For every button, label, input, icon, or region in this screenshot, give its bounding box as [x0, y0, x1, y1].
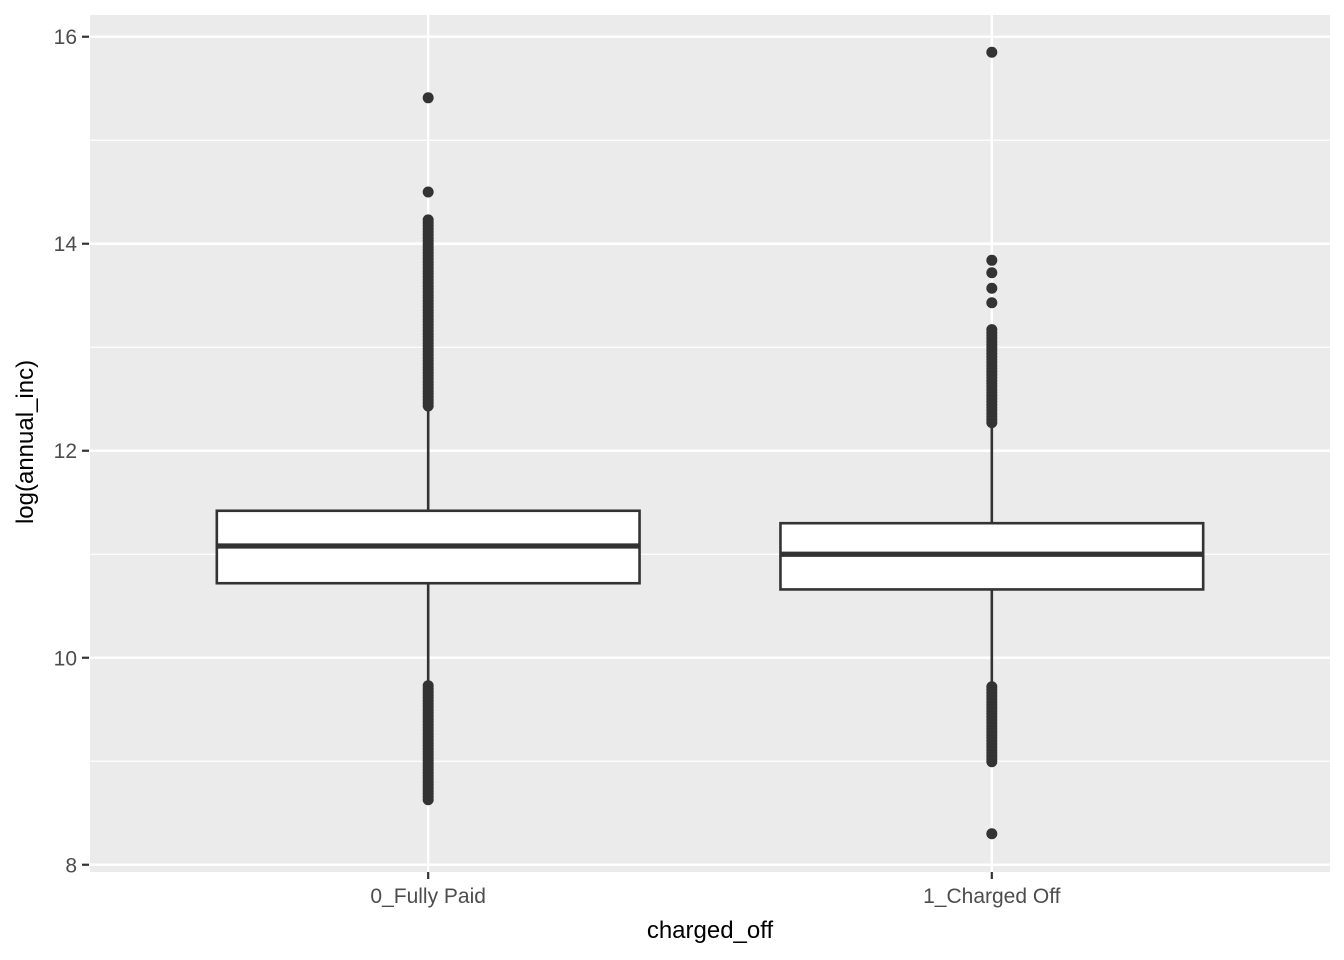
y-tick-label: 8 — [65, 854, 77, 877]
outlier-band-point — [422, 794, 434, 806]
outlier-point — [986, 297, 998, 309]
y-tick-label: 12 — [54, 440, 77, 463]
y-tick-label: 10 — [54, 647, 77, 670]
y-tick-label: 14 — [54, 233, 78, 256]
y-tick-label: 16 — [54, 26, 77, 49]
y-axis-title: log(annual_inc) — [12, 360, 39, 524]
x-tick-label: 0_Fully Paid — [370, 885, 486, 908]
outlier-point — [986, 282, 998, 294]
outlier-point — [986, 267, 998, 279]
outlier-band-point — [422, 400, 434, 412]
outlier-band-point — [986, 417, 998, 429]
x-tick-label: 1_Charged Off — [923, 885, 1061, 908]
panel-background — [90, 15, 1330, 872]
outlier-point — [986, 254, 998, 266]
x-axis-title: charged_off — [647, 917, 774, 944]
outlier-point — [986, 828, 998, 840]
chart-layer: 16 14 12 10 8 0_Fully Paid 1_Charged Off — [54, 15, 1330, 908]
outlier-point — [986, 46, 998, 58]
outlier-point — [422, 92, 434, 104]
outlier-point — [422, 186, 434, 198]
outlier-band-point — [986, 756, 998, 768]
